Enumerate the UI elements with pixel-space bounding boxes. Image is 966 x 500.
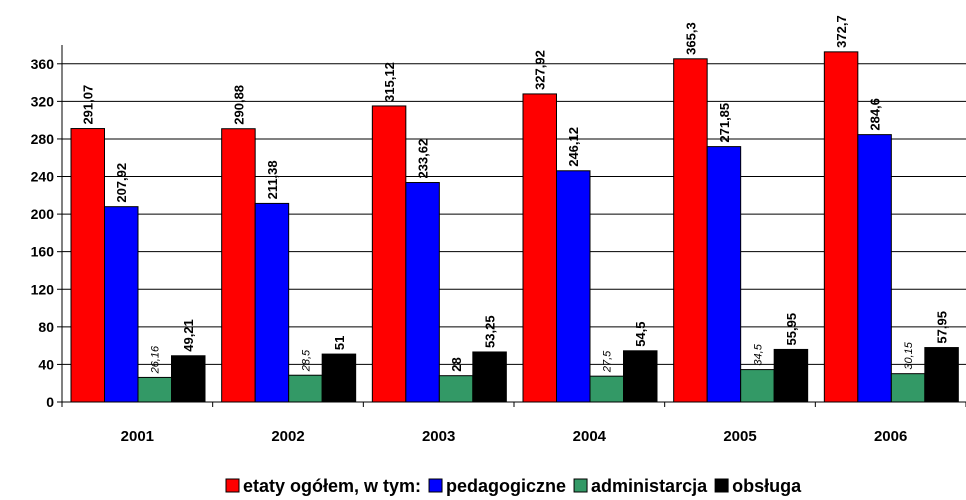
y-tick-label: 280 bbox=[31, 131, 55, 147]
bar bbox=[773, 348, 809, 403]
bar bbox=[438, 375, 474, 403]
value-label: 207,92 bbox=[114, 163, 129, 203]
bar bbox=[137, 376, 172, 403]
y-tick-label: 160 bbox=[31, 244, 55, 260]
bar bbox=[556, 170, 591, 403]
bar bbox=[321, 353, 357, 403]
value-label: 291,07 bbox=[81, 85, 96, 125]
bar bbox=[740, 369, 775, 403]
value-label: 372,7 bbox=[834, 15, 849, 48]
bar bbox=[405, 182, 440, 403]
y-tick-label: 320 bbox=[31, 93, 55, 109]
value-label: 284,6 bbox=[868, 98, 883, 131]
y-tick-label: 200 bbox=[31, 206, 55, 222]
bar bbox=[371, 105, 407, 403]
legend-label: obsługa bbox=[732, 476, 802, 496]
value-label: 26,16 bbox=[150, 345, 162, 374]
bar bbox=[522, 93, 557, 403]
x-tick-label: 2006 bbox=[874, 428, 907, 445]
value-label: 327,92 bbox=[533, 50, 548, 90]
value-label: 28,5 bbox=[300, 349, 312, 372]
legend-swatch bbox=[573, 478, 588, 493]
bar bbox=[589, 375, 624, 403]
x-tick-label: 2004 bbox=[573, 428, 607, 445]
bar bbox=[70, 128, 105, 403]
legend-swatch bbox=[225, 478, 240, 493]
y-tick-label: 0 bbox=[46, 394, 54, 410]
bar bbox=[890, 373, 926, 403]
x-tick-label: 2005 bbox=[723, 428, 756, 445]
legend-swatch bbox=[428, 478, 443, 493]
value-label: 34,5 bbox=[752, 343, 764, 365]
value-label: 290,88 bbox=[231, 85, 246, 125]
value-label: 315,12 bbox=[382, 62, 397, 102]
y-tick-label: 360 bbox=[31, 56, 55, 72]
legend-label: administarcja bbox=[591, 476, 708, 496]
value-label: 55,95 bbox=[784, 313, 799, 346]
value-label: 27,5 bbox=[602, 350, 614, 373]
bar bbox=[823, 51, 859, 403]
y-tick-label: 80 bbox=[38, 319, 54, 335]
y-tick-label: 240 bbox=[31, 169, 55, 185]
value-label: 49,21 bbox=[181, 319, 196, 352]
bar bbox=[104, 206, 139, 403]
value-label: 57,95 bbox=[935, 311, 950, 344]
value-label: 365,3 bbox=[683, 22, 698, 55]
bar bbox=[171, 355, 206, 403]
bar bbox=[288, 374, 323, 403]
value-label: 246,12 bbox=[566, 127, 581, 167]
value-label: 211,38 bbox=[265, 160, 280, 199]
value-label: 54,5 bbox=[633, 321, 648, 346]
value-label: 271,85 bbox=[717, 103, 732, 143]
bar bbox=[857, 134, 892, 403]
value-label: 233,62 bbox=[416, 139, 431, 179]
x-tick-label: 2003 bbox=[422, 428, 455, 445]
bar bbox=[706, 146, 742, 403]
y-tick-label: 120 bbox=[31, 281, 55, 297]
x-tick-label: 2002 bbox=[271, 428, 304, 445]
legend-label: etaty ogółem, w tym: bbox=[243, 476, 421, 496]
bar bbox=[221, 128, 256, 403]
bar bbox=[472, 351, 507, 403]
bar bbox=[254, 202, 290, 403]
bar bbox=[673, 58, 708, 403]
value-label: 30,15 bbox=[903, 341, 915, 369]
bar bbox=[924, 347, 959, 403]
value-label: 53,25 bbox=[483, 315, 498, 348]
y-tick-label: 40 bbox=[38, 356, 54, 372]
bar bbox=[623, 350, 658, 403]
x-tick-label: 2001 bbox=[121, 428, 154, 445]
legend-swatch bbox=[714, 478, 729, 493]
legend-label: pedagogiczne bbox=[446, 476, 566, 496]
value-label: 51 bbox=[332, 336, 347, 350]
value-label: 28 bbox=[449, 357, 464, 371]
